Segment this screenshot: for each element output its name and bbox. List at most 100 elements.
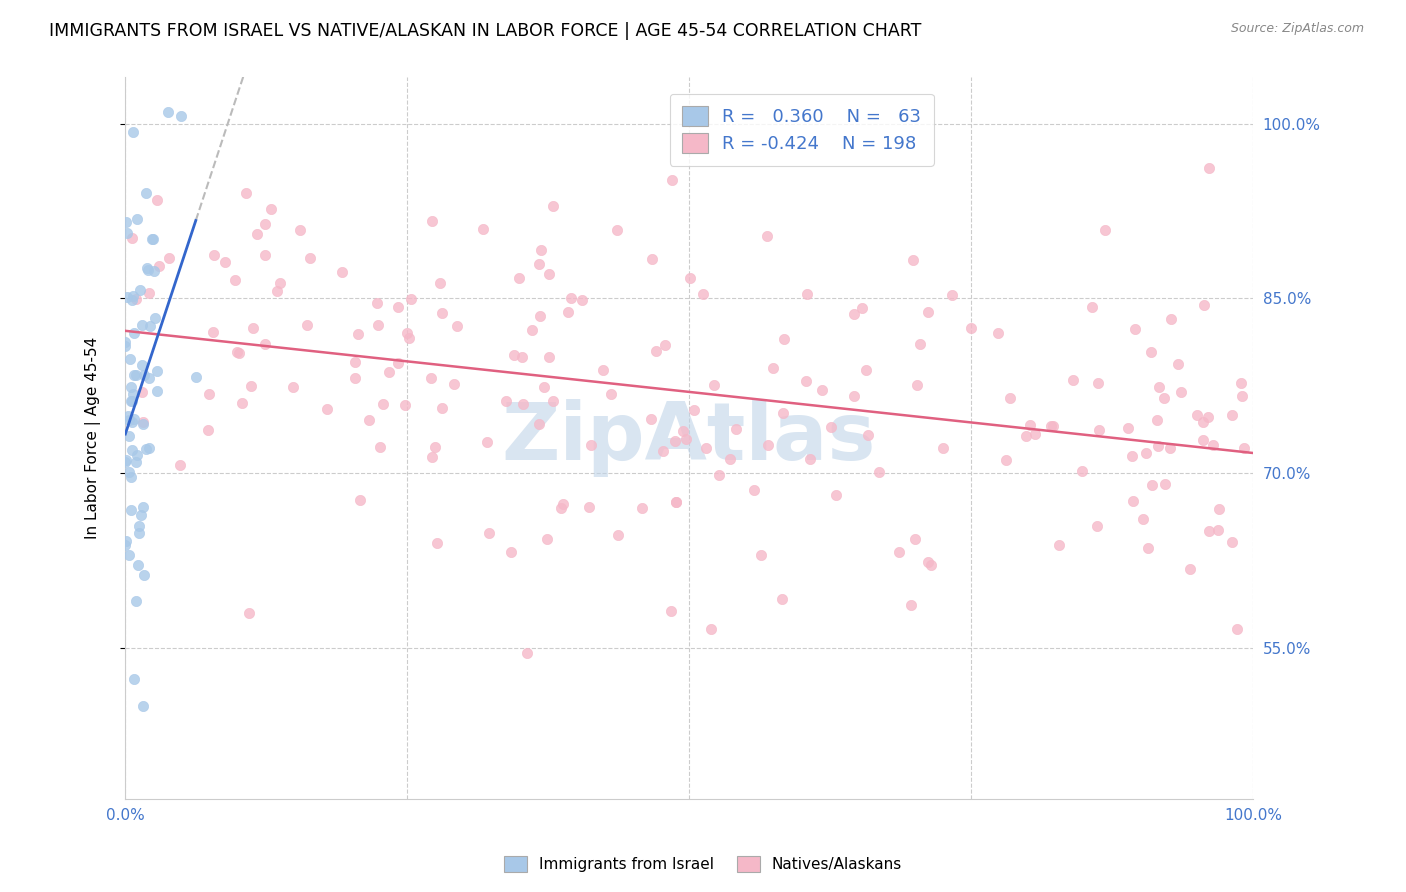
- Point: [443, 377, 465, 392]
- Point: [1197, 409, 1219, 424]
- Point: [122, 411, 145, 425]
- Point: [120, 470, 142, 484]
- Point: [665, 495, 688, 509]
- Point: [1137, 541, 1160, 556]
- Point: [132, 698, 155, 713]
- Point: [121, 293, 143, 307]
- Point: [998, 391, 1021, 405]
- Point: [138, 371, 160, 385]
- Point: [756, 229, 779, 244]
- Point: [295, 318, 318, 332]
- Point: [446, 319, 468, 334]
- Point: [387, 356, 409, 370]
- Point: [868, 465, 890, 479]
- Point: [423, 440, 446, 454]
- Point: [607, 528, 630, 542]
- Point: [135, 186, 157, 200]
- Point: [1208, 501, 1230, 516]
- Point: [917, 305, 939, 319]
- Point: [887, 545, 910, 559]
- Point: [606, 223, 628, 237]
- Point: [420, 450, 443, 464]
- Point: [1081, 300, 1104, 314]
- Point: [856, 427, 879, 442]
- Point: [651, 443, 673, 458]
- Point: [344, 354, 367, 368]
- Point: [664, 434, 686, 449]
- Point: [672, 424, 695, 438]
- Point: [225, 345, 247, 359]
- Point: [516, 646, 538, 660]
- Point: [1147, 439, 1170, 453]
- Point: [132, 415, 155, 429]
- Point: [510, 351, 533, 365]
- Point: [145, 193, 167, 207]
- Point: [131, 358, 153, 372]
- Point: [122, 387, 145, 401]
- Point: [502, 348, 524, 362]
- Point: [695, 441, 717, 455]
- Point: [512, 397, 534, 411]
- Point: [399, 292, 422, 306]
- Point: [142, 231, 165, 245]
- Point: [550, 500, 572, 515]
- Point: [373, 397, 395, 411]
- Point: [560, 291, 582, 305]
- Point: [571, 293, 593, 307]
- Point: [122, 672, 145, 686]
- Point: [202, 325, 225, 339]
- Point: [905, 377, 928, 392]
- Point: [378, 365, 401, 379]
- Point: [132, 417, 155, 431]
- Point: [157, 251, 180, 265]
- Point: [720, 451, 742, 466]
- Point: [128, 283, 150, 297]
- Point: [960, 321, 983, 335]
- Point: [122, 326, 145, 341]
- Point: [520, 323, 543, 337]
- Point: [1192, 298, 1215, 312]
- Point: [146, 364, 169, 378]
- Point: [132, 567, 155, 582]
- Text: IMMIGRANTS FROM ISRAEL VS NATIVE/ALASKAN IN LABOR FORCE | AGE 45-54 CORRELATION : IMMIGRANTS FROM ISRAEL VS NATIVE/ALASKAN…: [49, 22, 921, 40]
- Point: [266, 284, 288, 298]
- Point: [478, 526, 501, 541]
- Point: [143, 311, 166, 326]
- Point: [661, 604, 683, 618]
- Point: [281, 380, 304, 394]
- Point: [387, 300, 409, 314]
- Point: [127, 558, 149, 572]
- Point: [114, 455, 136, 469]
- Point: [796, 287, 818, 301]
- Point: [537, 350, 560, 364]
- Point: [253, 217, 276, 231]
- Point: [543, 199, 565, 213]
- Point: [204, 248, 226, 262]
- Point: [749, 548, 772, 562]
- Point: [682, 403, 704, 417]
- Point: [117, 409, 139, 423]
- Point: [125, 293, 148, 307]
- Point: [495, 394, 517, 409]
- Point: [1019, 418, 1042, 433]
- Point: [851, 301, 873, 316]
- Point: [125, 212, 148, 227]
- Point: [366, 295, 388, 310]
- Point: [125, 368, 148, 382]
- Point: [121, 443, 143, 458]
- Point: [184, 369, 207, 384]
- Point: [228, 345, 250, 359]
- Point: [114, 339, 136, 353]
- Point: [143, 264, 166, 278]
- Point: [128, 525, 150, 540]
- Point: [1233, 442, 1256, 456]
- Point: [131, 385, 153, 400]
- Point: [420, 214, 443, 228]
- Point: [742, 483, 765, 498]
- Point: [419, 371, 441, 385]
- Point: [430, 401, 453, 416]
- Point: [794, 374, 817, 388]
- Point: [661, 173, 683, 187]
- Point: [1160, 311, 1182, 326]
- Point: [122, 289, 145, 303]
